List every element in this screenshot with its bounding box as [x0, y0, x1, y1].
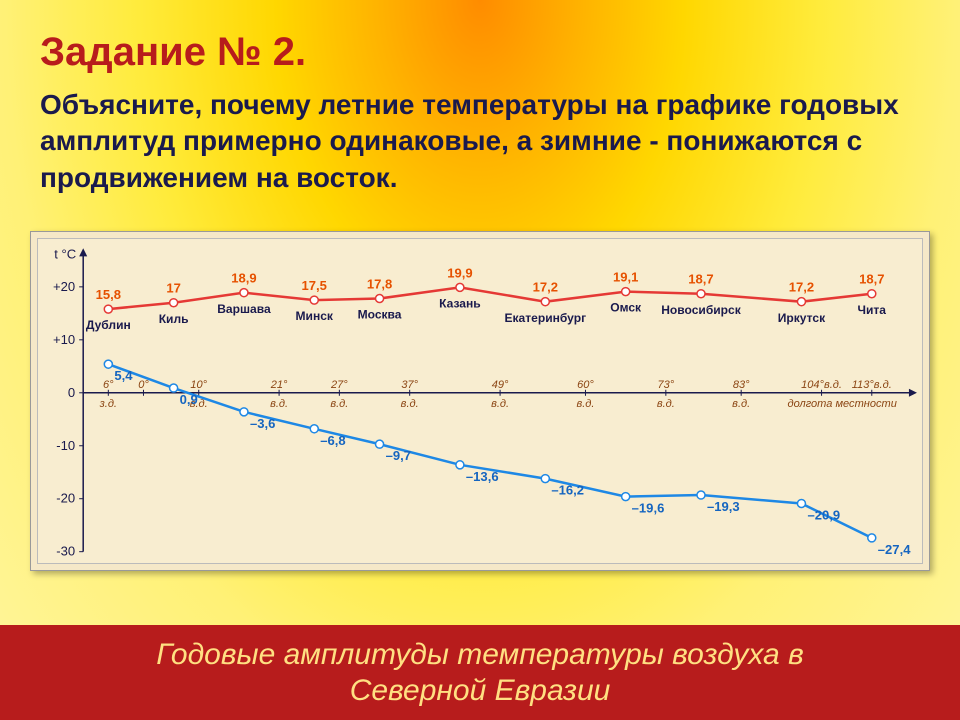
task-description: Объясните, почему летние температуры на … [40, 87, 920, 196]
footer-line-1: Годовые амплитуды температуры воздуха в [156, 638, 803, 671]
svg-text:Екатеринбург: Екатеринбург [504, 311, 586, 325]
footer-text: Годовые амплитуды температуры воздуха в … [156, 637, 803, 709]
svg-text:15,8: 15,8 [96, 287, 121, 302]
svg-text:0,9: 0,9 [180, 392, 198, 407]
svg-text:–3,6: –3,6 [250, 416, 275, 431]
svg-text:Казань: Казань [439, 297, 481, 311]
svg-text:в.д.: в.д. [270, 398, 288, 410]
svg-text:в.д.: в.д. [330, 398, 348, 410]
header: Задание № 2. Объясните, почему летние те… [0, 0, 960, 211]
svg-text:Чита: Чита [858, 303, 887, 317]
svg-text:–6,8: –6,8 [320, 433, 345, 448]
chart-inner: t °C +20 +10 0 -10 -20 -30 6° з.д. 0° 10° в.д. 21° в.… [37, 238, 923, 564]
svg-text:17,2: 17,2 [533, 280, 558, 295]
svg-text:–27,4: –27,4 [878, 542, 911, 557]
svg-text:Москва: Москва [358, 308, 402, 322]
svg-text:Варшава: Варшава [217, 302, 271, 316]
svg-text:+10: +10 [53, 332, 75, 347]
svg-text:60°: 60° [577, 379, 594, 391]
svg-text:в.д.: в.д. [491, 398, 509, 410]
svg-text:10°: 10° [190, 379, 207, 391]
svg-text:18,9: 18,9 [231, 271, 256, 286]
svg-text:83°: 83° [733, 379, 750, 391]
svg-text:в.д.: в.д. [732, 398, 750, 410]
footer-bar: Годовые амплитуды температуры воздуха в … [0, 625, 960, 720]
svg-text:+20: +20 [53, 279, 75, 294]
svg-text:0°: 0° [138, 379, 149, 391]
svg-text:Иркутск: Иркутск [778, 311, 826, 325]
svg-text:–19,6: –19,6 [632, 501, 665, 516]
temperature-chart: t °C +20 +10 0 -10 -20 -30 6° з.д. 0° 10° в.д. 21° в.… [38, 239, 922, 563]
svg-text:-20: -20 [56, 491, 75, 506]
svg-text:Дублин: Дублин [86, 318, 131, 332]
svg-text:Омск: Омск [610, 301, 642, 315]
footer-line-2: Северной Евразии [350, 674, 611, 707]
svg-text:49°: 49° [492, 379, 509, 391]
svg-text:17,2: 17,2 [789, 280, 814, 295]
svg-text:–20,9: –20,9 [807, 508, 840, 523]
svg-text:19,1: 19,1 [613, 270, 638, 285]
svg-text:Минск: Минск [296, 309, 334, 323]
svg-text:6°: 6° [103, 379, 114, 391]
task-title: Задание № 2. [40, 30, 920, 75]
svg-text:18,7: 18,7 [859, 272, 884, 287]
svg-text:–9,7: –9,7 [386, 448, 411, 463]
svg-text:19,9: 19,9 [447, 266, 472, 281]
svg-text:27°: 27° [330, 379, 348, 391]
svg-text:Киль: Киль [159, 312, 189, 326]
svg-text:18,7: 18,7 [688, 272, 713, 287]
chart-container: t °C +20 +10 0 -10 -20 -30 6° з.д. 0° 10° в.д. 21° в.… [30, 231, 930, 571]
svg-text:-10: -10 [56, 438, 75, 453]
svg-text:з.д.: з.д. [99, 398, 117, 410]
svg-text:в.д.: в.д. [576, 398, 594, 410]
svg-text:104°в.д.: 104°в.д. [801, 379, 842, 391]
svg-text:17,8: 17,8 [367, 277, 392, 292]
svg-text:долгота местности: долгота местности [787, 398, 896, 410]
svg-text:37°: 37° [401, 379, 418, 391]
svg-text:0: 0 [68, 385, 75, 400]
svg-text:113°в.д.: 113°в.д. [852, 379, 892, 391]
svg-text:17,5: 17,5 [302, 278, 327, 293]
svg-text:17: 17 [166, 281, 181, 296]
svg-text:–19,3: –19,3 [707, 499, 740, 514]
svg-text:в.д.: в.д. [657, 398, 675, 410]
svg-text:–16,2: –16,2 [551, 483, 584, 498]
svg-text:21°: 21° [270, 379, 288, 391]
svg-text:в.д.: в.д. [401, 398, 419, 410]
svg-text:Новосибирск: Новосибирск [661, 303, 742, 317]
svg-text:t °C: t °C [54, 247, 76, 262]
svg-text:–13,6: –13,6 [466, 469, 499, 484]
svg-text:73°: 73° [657, 379, 674, 391]
svg-text:5,4: 5,4 [114, 368, 133, 383]
svg-text:-30: -30 [56, 544, 75, 559]
